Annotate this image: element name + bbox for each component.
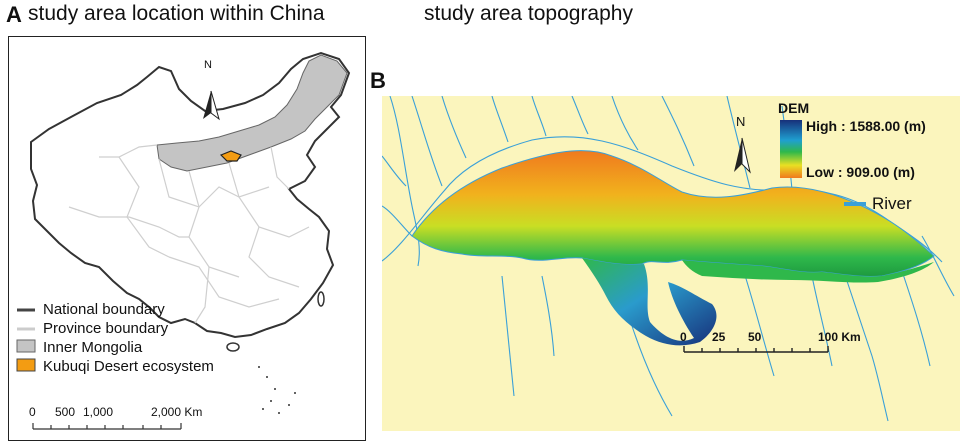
panel-a-letter: A (6, 2, 22, 27)
scale-a-label-2000: 2,000 Km (151, 405, 203, 419)
south-sea-islands (258, 366, 296, 414)
dem-color-ramp (780, 120, 802, 178)
legend-swatch-inner-mongolia (16, 339, 36, 353)
panel-b-caption: study area topography (424, 2, 633, 25)
scale-b-label-100: 100 Km (818, 330, 861, 344)
scale-a-label-500: 500 (55, 405, 76, 419)
topography-map (382, 96, 955, 422)
north-label-a: N (204, 59, 212, 71)
dem-title: DEM (778, 100, 810, 116)
topography-map-panel: N DEM High : 1588.00 (m) Low : 909.00 (m… (382, 96, 960, 431)
dem-low-label: Low : 909.00 (m) (806, 164, 915, 180)
north-label-b: N (736, 114, 746, 129)
inner-mongolia-region (156, 54, 348, 172)
kubuqi-terrain-southeast (682, 260, 934, 283)
kubuqi-desert-region (219, 150, 242, 162)
scale-bar-a (32, 423, 182, 430)
china-map (16, 51, 351, 430)
legend-inner-mongolia-label: Inner Mongolia (43, 339, 143, 356)
scale-bar-b (683, 346, 829, 353)
river-legend-label: River (872, 194, 912, 213)
taiwan-island (317, 291, 325, 307)
china-map-panel: N National boundary Province boundary In… (8, 36, 366, 441)
legend-national-label: National boundary (43, 301, 165, 318)
legend-kubuqi-label: Kubuqi Desert ecosystem (43, 358, 214, 375)
dem-high-label: High : 1588.00 (m) (806, 118, 926, 134)
scale-a-label-0: 0 (29, 405, 36, 419)
scale-b-label-0: 0 (680, 330, 687, 344)
scale-b-label-25: 25 (712, 330, 726, 344)
north-arrow-icon (203, 90, 220, 121)
kubuqi-terrain-south-lobe (582, 258, 717, 346)
panel-b-letter: B (370, 68, 386, 93)
legend-province-label: Province boundary (43, 320, 169, 337)
north-arrow-icon (734, 137, 751, 174)
scale-b-label-50: 50 (748, 330, 762, 344)
hainan-island (226, 342, 240, 352)
legend-swatch-kubuqi (16, 358, 36, 372)
river-network (382, 96, 955, 422)
panel-a-caption: study area location within China (28, 2, 325, 25)
scale-a-label-1000: 1,000 (83, 405, 114, 419)
province-boundaries (68, 144, 310, 324)
